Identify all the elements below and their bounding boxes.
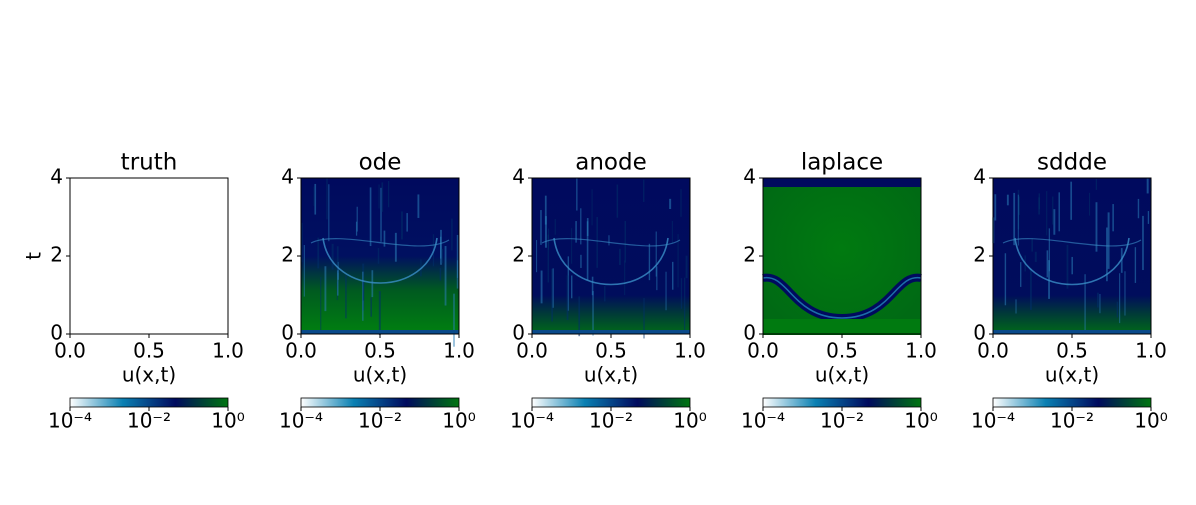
- y-tick-label: 0: [743, 321, 756, 345]
- heatmap-field: [70, 178, 228, 334]
- colorbar-tick-label: 10⁰: [904, 409, 937, 433]
- x-tick-label: 0.0: [54, 339, 86, 363]
- colorbar-tick-label: 10⁰: [673, 409, 706, 433]
- colorbar-tick-label: 10⁻²: [358, 409, 402, 433]
- panel-title: sddde: [1037, 150, 1107, 176]
- y-axis-label: t: [22, 252, 46, 260]
- x-axis-label: u(x,t): [1045, 363, 1099, 387]
- y-tick-label: 2: [50, 243, 63, 267]
- x-tick-label: 0.5: [133, 339, 165, 363]
- panel-title: anode: [575, 150, 647, 176]
- y-tick-label: 0: [973, 321, 986, 345]
- colorbar-tick-label: 10⁻⁴: [971, 409, 1015, 433]
- panel-title: laplace: [801, 150, 883, 176]
- x-axis-label: u(x,t): [815, 363, 869, 387]
- x-tick-label: 0.5: [826, 339, 858, 363]
- y-tick-label: 4: [281, 165, 294, 189]
- colorbar-tick-label: 10⁻⁴: [48, 409, 92, 433]
- panel-title: truth: [121, 150, 178, 176]
- x-tick-label: 0.5: [1056, 339, 1088, 363]
- colorbar-tick-label: 10⁻⁴: [279, 409, 323, 433]
- heatmap-panel: sddde 0.0 0.5 1.0 0 2 4 u(x,t) 10⁻⁴ 10⁻² 10⁰: [971, 150, 1168, 433]
- x-tick-label: 1.0: [674, 339, 706, 363]
- colorbar-tick-label: 10⁰: [211, 409, 244, 433]
- y-tick-label: 2: [743, 243, 756, 267]
- colorbar-tick-label: 10⁻²: [1050, 409, 1094, 433]
- heatmap-panel: truth 0.0 0.5 1.0 0 2 4 u(x,t) t 10⁻⁴ 10⁻² 10⁰: [22, 150, 245, 433]
- x-tick-label: 1.0: [1135, 339, 1167, 363]
- heatmap-panel: laplace 0.0 0.5 1.0 0 2 4 u(x,t) 10⁻⁴ 10⁻² 10⁰: [741, 150, 938, 433]
- x-tick-label: 0.0: [516, 339, 548, 363]
- colorbar-tick-label: 10⁰: [1134, 409, 1167, 433]
- x-tick-label: 0.0: [747, 339, 779, 363]
- heatmap-panel: ode 0.0 0.5 1.0 0 2 4 u(x,t) 10⁻⁴ 10⁻² 10⁰: [279, 150, 476, 433]
- y-tick-label: 4: [973, 165, 986, 189]
- colorbar: [300, 397, 460, 408]
- x-tick-label: 1.0: [905, 339, 937, 363]
- colorbar: [531, 397, 691, 408]
- y-tick-label: 2: [512, 243, 525, 267]
- x-tick-label: 1.0: [212, 339, 244, 363]
- heatmap-panel: anode 0.0 0.5 1.0 0 2 4 u(x,t) 10⁻⁴ 10⁻² 10⁰: [510, 150, 707, 433]
- x-axis-label: u(x,t): [584, 363, 638, 387]
- x-axis-label: u(x,t): [122, 363, 176, 387]
- y-tick-label: 0: [50, 321, 63, 345]
- y-tick-label: 4: [743, 165, 756, 189]
- x-tick-label: 0.0: [977, 339, 1009, 363]
- x-tick-label: 0.5: [364, 339, 396, 363]
- x-tick-label: 0.0: [285, 339, 317, 363]
- y-tick-label: 2: [281, 243, 294, 267]
- colorbar-tick-label: 10⁻²: [127, 409, 171, 433]
- x-axis-label: u(x,t): [353, 363, 407, 387]
- y-tick-label: 0: [512, 321, 525, 345]
- colorbar-tick-label: 10⁻²: [820, 409, 864, 433]
- y-tick-label: 4: [50, 165, 63, 189]
- colorbar: [69, 397, 229, 408]
- colorbar: [992, 397, 1152, 408]
- colorbar: [762, 397, 922, 408]
- y-tick-label: 4: [512, 165, 525, 189]
- colorbar-tick-label: 10⁻⁴: [741, 409, 785, 433]
- x-tick-label: 1.0: [443, 339, 475, 363]
- y-tick-label: 0: [281, 321, 294, 345]
- panel-title: ode: [359, 150, 402, 176]
- colorbar-tick-label: 10⁻²: [589, 409, 633, 433]
- colorbar-tick-label: 10⁻⁴: [510, 409, 554, 433]
- x-tick-label: 0.5: [595, 339, 627, 363]
- heatmap-field: [532, 178, 690, 334]
- colorbar-tick-label: 10⁰: [442, 409, 475, 433]
- heatmap-field: [763, 178, 921, 334]
- y-tick-label: 2: [973, 243, 986, 267]
